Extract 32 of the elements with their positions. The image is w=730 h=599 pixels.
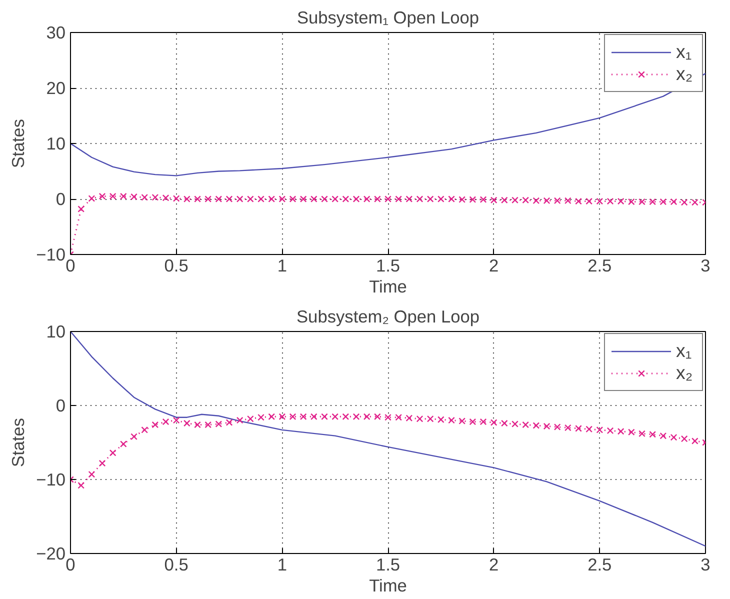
y-tick-label: 0 [56, 396, 66, 416]
x-tick-label: 3 [700, 554, 710, 574]
y-tick-label: −20 [36, 544, 66, 564]
legend-label: x₂ [676, 63, 694, 85]
y-axis-title: States [8, 118, 28, 168]
y-tick-label: 0 [56, 189, 66, 209]
x-tick-label: 1.5 [376, 256, 400, 276]
x-tick-label: 1 [277, 256, 287, 276]
x-tick-label: 2.5 [588, 256, 612, 276]
y-tick-label: −10 [36, 470, 66, 490]
chart-title: Subsystem₂ Open Loop [296, 306, 480, 326]
chart-title: Subsystem₁ Open Loop [296, 8, 480, 28]
y-tick-label: 10 [46, 322, 66, 342]
line-series [70, 332, 706, 547]
y-tick-label: −10 [36, 244, 66, 264]
x-tick-label: 2.5 [588, 554, 612, 574]
y-tick-label: 30 [46, 22, 66, 42]
x-tick-label: 1.5 [376, 554, 400, 574]
x-axis-title: Time [369, 276, 407, 296]
legend-label: x₁ [676, 340, 693, 362]
y-axis-title: States [8, 418, 28, 468]
y-tick-label: 20 [46, 78, 66, 98]
x-tick-label: 0.5 [164, 256, 188, 276]
legend-label: x₂ [676, 362, 694, 384]
x-axis-title: Time [369, 576, 407, 596]
x-tick-label: 1 [277, 554, 287, 574]
x-tick-label: 3 [700, 256, 710, 276]
legend-label: x₁ [676, 41, 693, 63]
x-tick-label: 2 [489, 256, 499, 276]
y-tick-label: 10 [46, 134, 66, 154]
x-tick-label: 0.5 [164, 554, 188, 574]
x-tick-label: 2 [489, 554, 499, 574]
